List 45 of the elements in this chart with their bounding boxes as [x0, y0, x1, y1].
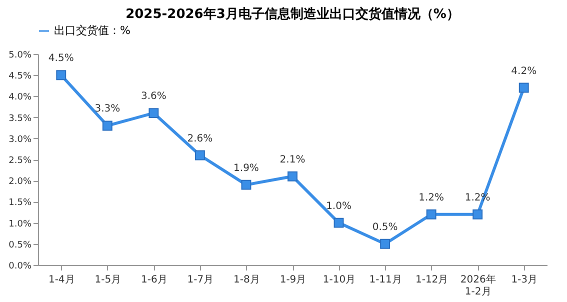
data-label: 1.2%: [418, 192, 444, 204]
point: [380, 238, 390, 249]
chart-title: 2025-2026年3月电子信息制造业出口交货值情况（%）: [126, 6, 460, 22]
point: [288, 171, 298, 182]
data-label: 4.5%: [48, 53, 74, 64]
point: [518, 82, 529, 93]
data-label: 2.1%: [280, 154, 306, 166]
data-label: 4.2%: [511, 66, 537, 77]
x-tick-label: 1-10月: [322, 274, 356, 286]
y-tick-label: 2.5%: [8, 156, 32, 166]
x-tick-label: 1-9月: [280, 274, 306, 286]
y-tick-label: 4.5%: [8, 72, 32, 82]
x-tick-label: 1-11月: [369, 274, 402, 286]
point: [56, 70, 66, 80]
data-label: 2.6%: [187, 133, 213, 144]
point: [472, 209, 483, 220]
data-label: 1.0%: [326, 200, 352, 212]
y-tick-label: 4.0%: [8, 92, 32, 103]
y-tick-label: 2.0%: [8, 177, 32, 188]
y-tick-label: 0.0%: [8, 262, 32, 272]
y-tick-label: 0.5%: [8, 240, 32, 250]
x-tick-label: 2026年 1-2月: [460, 274, 496, 298]
x-tick-label: 1-6月: [141, 274, 168, 286]
point: [148, 108, 159, 118]
data-label: 3.3%: [94, 104, 120, 115]
y-tick-label: 3.0%: [8, 134, 32, 145]
data-label: 3.6%: [140, 91, 166, 102]
point: [334, 218, 344, 228]
x-tick-label: 1-4月: [48, 274, 75, 286]
x-tick-label: 1-3月: [511, 274, 538, 286]
x-tick-label: 1-7月: [187, 274, 214, 286]
y-tick-label: 1.5%: [8, 198, 32, 208]
x-tick-label: 1-12月: [415, 274, 448, 286]
legend-label: 出口交货值：%: [54, 24, 130, 37]
x-tick-label: 1-8月: [234, 274, 260, 286]
y-tick-label: 3.5%: [8, 114, 32, 124]
point: [102, 120, 112, 131]
point: [194, 150, 205, 160]
y-tick-label: 5.0%: [8, 50, 32, 60]
data-label: 1.9%: [234, 162, 259, 174]
data-label: 0.5%: [372, 222, 398, 233]
point: [241, 180, 252, 190]
y-tick-label: 1.0%: [8, 219, 32, 230]
x-tick-label: 1-5月: [94, 274, 122, 286]
point: [426, 209, 436, 220]
